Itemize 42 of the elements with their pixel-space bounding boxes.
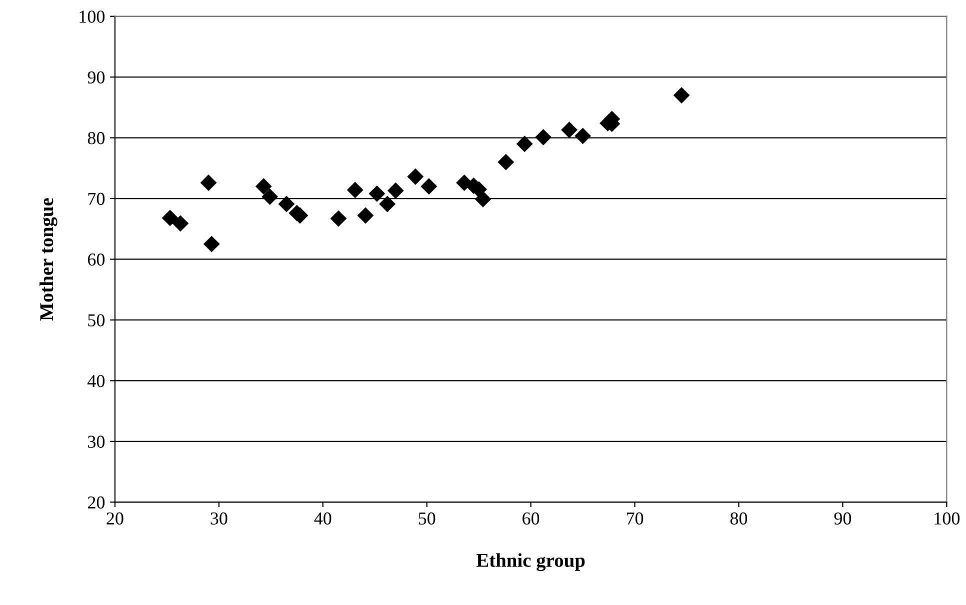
y-tick-label: 100 <box>80 10 105 23</box>
point <box>420 178 438 195</box>
y-tick-label: 70 <box>88 192 105 205</box>
x-tick-label: 80 <box>730 512 748 525</box>
y-tick-label: 60 <box>88 254 105 266</box>
point <box>172 215 189 232</box>
point <box>255 178 272 195</box>
y-tick-label: 80 <box>88 132 105 144</box>
y-tick-label: 90 <box>88 71 105 84</box>
y-tick-label: 40 <box>88 374 105 388</box>
point <box>203 236 220 252</box>
y-tick-label: 30 <box>88 436 105 448</box>
y-tick-label: 20 <box>88 496 105 509</box>
x-axis-title: Ethnic group <box>476 553 585 572</box>
x-tick-label: 70 <box>626 512 644 525</box>
point <box>368 185 386 202</box>
x-tick-label: 90 <box>834 512 852 525</box>
point <box>200 174 217 191</box>
point <box>346 182 364 198</box>
point <box>357 207 374 224</box>
y-axis-title: Mother tongue <box>40 198 58 321</box>
point <box>407 168 424 185</box>
point <box>379 196 396 212</box>
point <box>474 190 492 208</box>
point <box>574 128 592 144</box>
point <box>673 87 690 104</box>
y-tick-label: 50 <box>88 314 105 326</box>
point <box>278 196 295 212</box>
point <box>262 188 278 205</box>
point <box>516 136 533 152</box>
x-tick-label: 20 <box>106 512 124 525</box>
point <box>535 128 552 146</box>
point <box>330 210 347 227</box>
x-tick-label: 30 <box>210 512 228 525</box>
x-tick-label: 40 <box>314 512 332 525</box>
x-tick-label: 60 <box>522 512 540 525</box>
point <box>498 154 514 170</box>
x-tick-label: 50 <box>418 512 436 525</box>
point <box>387 182 404 199</box>
x-tick-label: 100 <box>934 512 960 525</box>
point <box>561 122 578 138</box>
point <box>162 210 178 226</box>
